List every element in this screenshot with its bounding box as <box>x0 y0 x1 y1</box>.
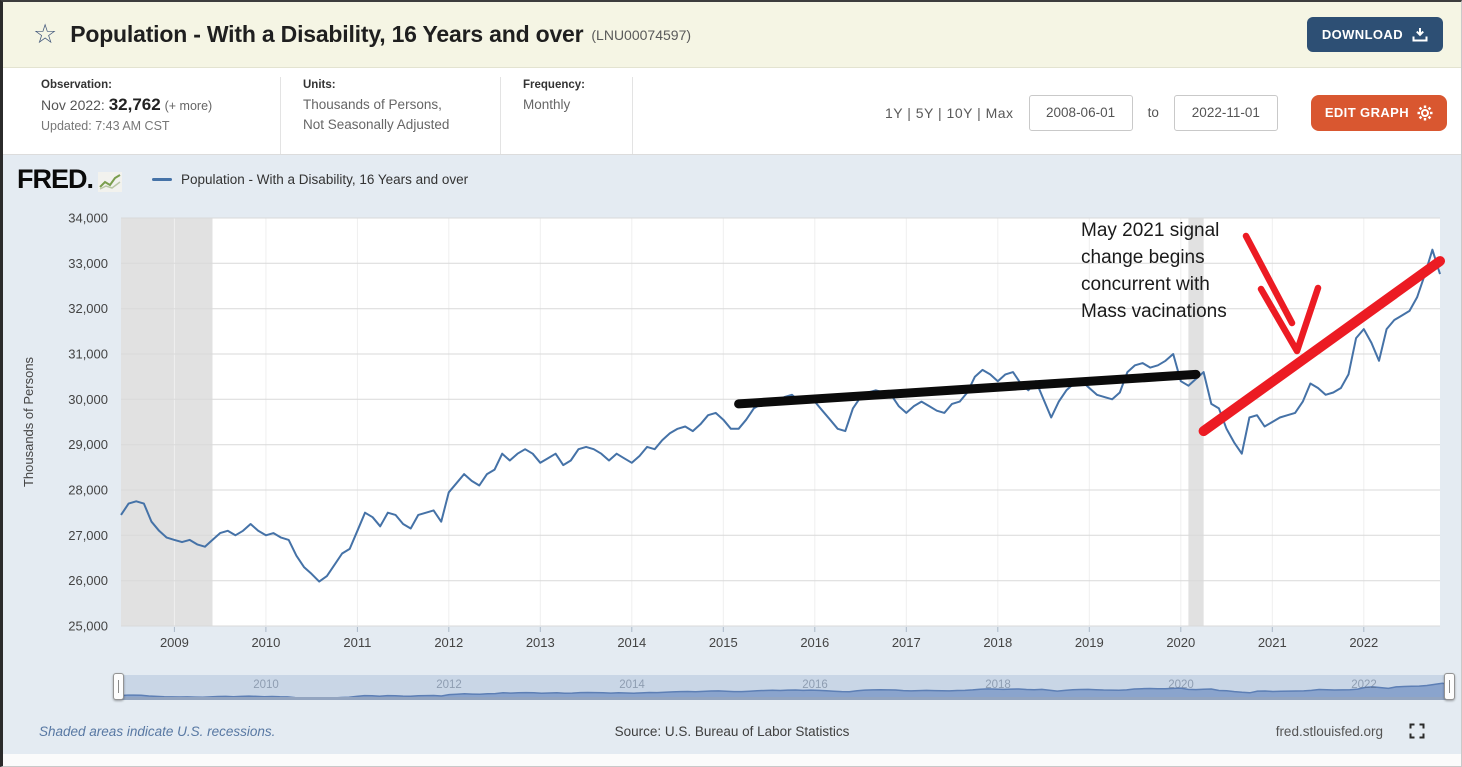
svg-text:2018: 2018 <box>983 635 1012 650</box>
graph-toolbar: Observation: Nov 2022: 32,762 (+ more) U… <box>3 68 1461 155</box>
svg-text:2015: 2015 <box>709 635 738 650</box>
range-slider[interactable]: 2010 2012 2014 2016 2018 2020 2022 <box>113 673 1455 700</box>
date-range-controls: 1Y | 5Y | 10Y | Max to EDIT GRAPH <box>884 94 1447 131</box>
page-title: Population - With a Disability, 16 Years… <box>70 21 584 47</box>
svg-text:2019: 2019 <box>1075 635 1104 650</box>
frequency-value: Monthly <box>523 97 571 112</box>
observation-section: Observation: Nov 2022: 32,762 (+ more) U… <box>41 77 281 154</box>
slider-year-label: 2010 <box>253 679 279 691</box>
svg-text:2017: 2017 <box>892 635 921 650</box>
slider-mini-chart <box>118 682 1450 697</box>
svg-text:2010: 2010 <box>251 635 280 650</box>
svg-text:May 2021 signal: May 2021 signal <box>1081 220 1219 241</box>
svg-text:2022: 2022 <box>1349 635 1378 650</box>
fred-logo: FRED. <box>17 163 94 194</box>
slider-year-label: 2022 <box>1351 679 1377 691</box>
svg-text:25,000: 25,000 <box>68 619 108 634</box>
svg-text:27,000: 27,000 <box>68 528 108 543</box>
units-section: Units: Thousands of Persons, Not Seasona… <box>303 77 501 154</box>
app-header: ☆ Population - With a Disability, 16 Yea… <box>3 2 1461 68</box>
download-icon <box>1412 28 1428 42</box>
edit-graph-button[interactable]: EDIT GRAPH <box>1310 94 1447 131</box>
slider-year-label: 2014 <box>619 679 645 691</box>
footer-right: fred.stlouisfed.org <box>1276 723 1425 739</box>
slider-left-handle[interactable] <box>113 673 124 700</box>
svg-text:concurrent with: concurrent with <box>1081 274 1210 295</box>
svg-text:2014: 2014 <box>617 635 646 650</box>
svg-text:34,000: 34,000 <box>68 211 108 226</box>
recession-note-link[interactable]: Shaded areas indicate U.S. recessions. <box>39 723 276 739</box>
download-button[interactable]: DOWNLOAD <box>1306 17 1443 52</box>
svg-text:33,000: 33,000 <box>68 256 108 271</box>
legend-label: Population - With a Disability, 16 Years… <box>181 171 469 187</box>
to-label: to <box>1147 105 1159 120</box>
download-button-label: DOWNLOAD <box>1321 27 1403 42</box>
svg-text:Thousands of Persons: Thousands of Persons <box>21 356 36 487</box>
units-value-line2: Not Seasonally Adjusted <box>303 117 450 133</box>
svg-text:28,000: 28,000 <box>68 483 108 498</box>
favorite-star-icon[interactable]: ☆ <box>33 19 58 50</box>
chart-canvas[interactable]: 2009 2010 2011 2012 2013 2014 2015 2016 2017 2018… <box>3 203 1462 670</box>
svg-text:2009: 2009 <box>160 635 189 650</box>
date-to-input[interactable] <box>1173 94 1278 131</box>
fred-sparkline-icon <box>98 172 122 192</box>
range-links[interactable]: 1Y | 5Y | 10Y | Max <box>884 104 1014 121</box>
svg-text:2021: 2021 <box>1258 635 1287 650</box>
svg-text:2016: 2016 <box>800 635 829 650</box>
legend-row: FRED. Population - With a Disability, 16… <box>3 155 1461 203</box>
observation-value: 32,762 <box>108 95 161 114</box>
series-id: (LNU00074597) <box>591 26 692 43</box>
slider-year-label: 2016 <box>802 679 828 691</box>
svg-text:Mass vacinations: Mass vacinations <box>1081 301 1227 322</box>
frequency-section: Frequency: Monthly <box>523 77 633 154</box>
chart-footer: Source: U.S. Bureau of Labor Statistics … <box>3 711 1461 751</box>
svg-text:2012: 2012 <box>434 635 463 650</box>
svg-text:32,000: 32,000 <box>68 301 108 316</box>
svg-text:2020: 2020 <box>1166 635 1195 650</box>
bottom-strip <box>3 754 1461 766</box>
observation-label: Observation: <box>41 79 112 91</box>
more-observations-link[interactable]: (+ more) <box>164 99 213 113</box>
observation-line: Nov 2022: 32,762 (+ more) <box>41 95 258 115</box>
fullscreen-icon[interactable] <box>1409 723 1425 739</box>
svg-text:29,000: 29,000 <box>68 437 108 452</box>
svg-text:30,000: 30,000 <box>68 392 108 407</box>
svg-text:2013: 2013 <box>526 635 555 650</box>
units-label: Units: <box>303 79 336 91</box>
updated-text: Updated: 7:43 AM CST <box>41 119 170 133</box>
slider-year-label: 2020 <box>1168 679 1194 691</box>
date-from-input[interactable] <box>1028 94 1133 131</box>
svg-text:change begins: change begins <box>1081 247 1205 268</box>
units-value-line1: Thousands of Persons, <box>303 97 442 112</box>
gear-icon <box>1417 105 1433 120</box>
observation-date: Nov 2022: <box>41 97 105 113</box>
site-link[interactable]: fred.stlouisfed.org <box>1275 723 1383 739</box>
slider-right-handle[interactable] <box>1444 673 1455 700</box>
slider-year-label: 2018 <box>985 679 1011 691</box>
svg-text:31,000: 31,000 <box>68 347 108 362</box>
source-link[interactable]: Source: U.S. Bureau of Labor Statistics <box>614 723 850 739</box>
svg-text:2011: 2011 <box>343 635 371 650</box>
svg-text:26,000: 26,000 <box>68 573 108 588</box>
chart-widget: FRED. Population - With a Disability, 16… <box>3 155 1461 754</box>
legend-line-swatch <box>152 177 172 181</box>
edit-graph-label: EDIT GRAPH <box>1324 105 1409 120</box>
slider-year-label: 2012 <box>436 679 462 691</box>
frequency-label: Frequency: <box>523 79 585 91</box>
